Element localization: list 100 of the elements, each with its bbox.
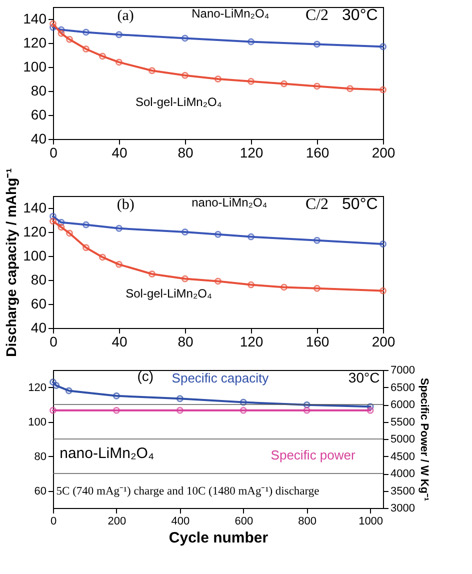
y2-tick-label: 5500 [390, 416, 415, 428]
point [182, 275, 188, 282]
point [99, 52, 106, 60]
y-tick-label: 140 [23, 200, 47, 216]
point [303, 401, 310, 408]
point [346, 85, 354, 92]
y-tick-label: 100 [28, 416, 46, 428]
annotation: C/2 [305, 6, 329, 24]
annotation: 5C (740 mAg⁻¹) charge and 10C (1480 mAg⁻¹) discharge [56, 485, 320, 498]
x-tick-label: 40 [112, 144, 128, 160]
x-tick-label: 200 [372, 144, 396, 160]
point [240, 398, 247, 406]
y-tick-label: 120 [28, 382, 46, 394]
point [248, 281, 254, 288]
annotation: 30°C [348, 369, 380, 386]
y2-axis-title: Specific Power / W Kg⁻¹ [418, 378, 430, 502]
series-label: Sol-gel-LiMn₂O₄ [126, 286, 212, 301]
point [58, 218, 65, 226]
point [314, 40, 320, 48]
point [116, 31, 122, 38]
x-tick-label: 160 [306, 334, 330, 350]
point [82, 28, 90, 36]
y-tick-label: 120 [23, 224, 47, 240]
x-tick-label: 400 [171, 516, 190, 528]
point [214, 76, 222, 82]
x-tick-label: 40 [112, 334, 128, 350]
y-tick-label: 80 [30, 82, 47, 98]
point [248, 78, 254, 85]
point [82, 46, 90, 52]
x-tick-label: 80 [178, 144, 194, 160]
point [314, 236, 320, 244]
point [66, 230, 73, 237]
point [58, 224, 65, 231]
point [214, 230, 222, 238]
point [99, 254, 106, 261]
annotation: 30°C [342, 6, 378, 24]
point [65, 387, 72, 394]
point [116, 58, 122, 66]
x-tick-label: 80 [178, 334, 194, 350]
x-tick-label: 120 [240, 334, 264, 350]
y2-tick-label: 4000 [390, 468, 415, 480]
point [314, 284, 320, 292]
y-tick-label: 40 [30, 130, 47, 146]
point [214, 278, 222, 285]
y2-tick-label: 6500 [390, 382, 415, 394]
annotation: (b) [116, 196, 134, 213]
y2-tick-label: 3000 [390, 502, 415, 514]
y2-tick-label: 4500 [390, 450, 415, 463]
annotation: nano-LiMn₂O₄ [60, 444, 154, 462]
y-tick-label: 140 [23, 10, 47, 26]
point [182, 228, 188, 236]
point [182, 72, 188, 79]
point [148, 270, 156, 278]
series-label: Sol-gel-LiMn₂O₄ [136, 95, 222, 110]
point [248, 38, 254, 46]
point [280, 80, 288, 88]
annotation: (c) [137, 368, 154, 384]
point [314, 82, 320, 90]
point [116, 224, 122, 232]
point [280, 284, 288, 291]
x-tick-label: 1000 [358, 516, 384, 528]
y2-tick-label: 5000 [390, 434, 415, 446]
y-tick-label: 100 [23, 58, 47, 74]
point [82, 244, 90, 252]
annotation: 50°C [342, 196, 378, 213]
y-tick-label: 80 [34, 450, 46, 463]
point [58, 30, 65, 37]
x-tick-label: 0 [50, 334, 58, 350]
x-tick-label: 800 [298, 516, 317, 528]
x-tick-label: 0 [50, 144, 58, 160]
series-label: nano-LiMn₂O₄ [192, 196, 268, 210]
point [176, 395, 184, 402]
point [66, 36, 73, 43]
point [148, 67, 156, 74]
y2-tick-label: 7000 [390, 364, 415, 376]
x-tick-label: 200 [108, 516, 126, 528]
y-axis-title: Discharge capacity / mAhg⁻¹ [3, 168, 20, 357]
y-tick-label: 100 [23, 248, 47, 264]
y-tick-label: 40 [30, 320, 47, 336]
point [58, 26, 65, 34]
x-axis-title: Cycle number [168, 530, 268, 546]
series-label: Specific capacity [172, 370, 270, 386]
y-tick-label: 60 [34, 485, 46, 498]
x-tick-label: 600 [234, 516, 254, 528]
point [248, 233, 254, 240]
x-tick-label: 120 [240, 144, 264, 160]
annotation: (a) [117, 8, 134, 24]
point [52, 382, 60, 390]
y-tick-label: 120 [23, 34, 47, 50]
y2-tick-label: 6000 [390, 399, 415, 411]
text: Specific power [270, 448, 356, 463]
y2-tick-label: 3500 [390, 485, 415, 498]
y-tick-label: 60 [30, 296, 47, 312]
y-tick-label: 80 [30, 272, 47, 288]
point [112, 392, 120, 400]
y-tick-label: 60 [30, 106, 47, 122]
annotation: C/2 [305, 196, 329, 213]
point [182, 34, 188, 42]
x-tick-label: 200 [372, 334, 396, 350]
point [82, 221, 90, 228]
